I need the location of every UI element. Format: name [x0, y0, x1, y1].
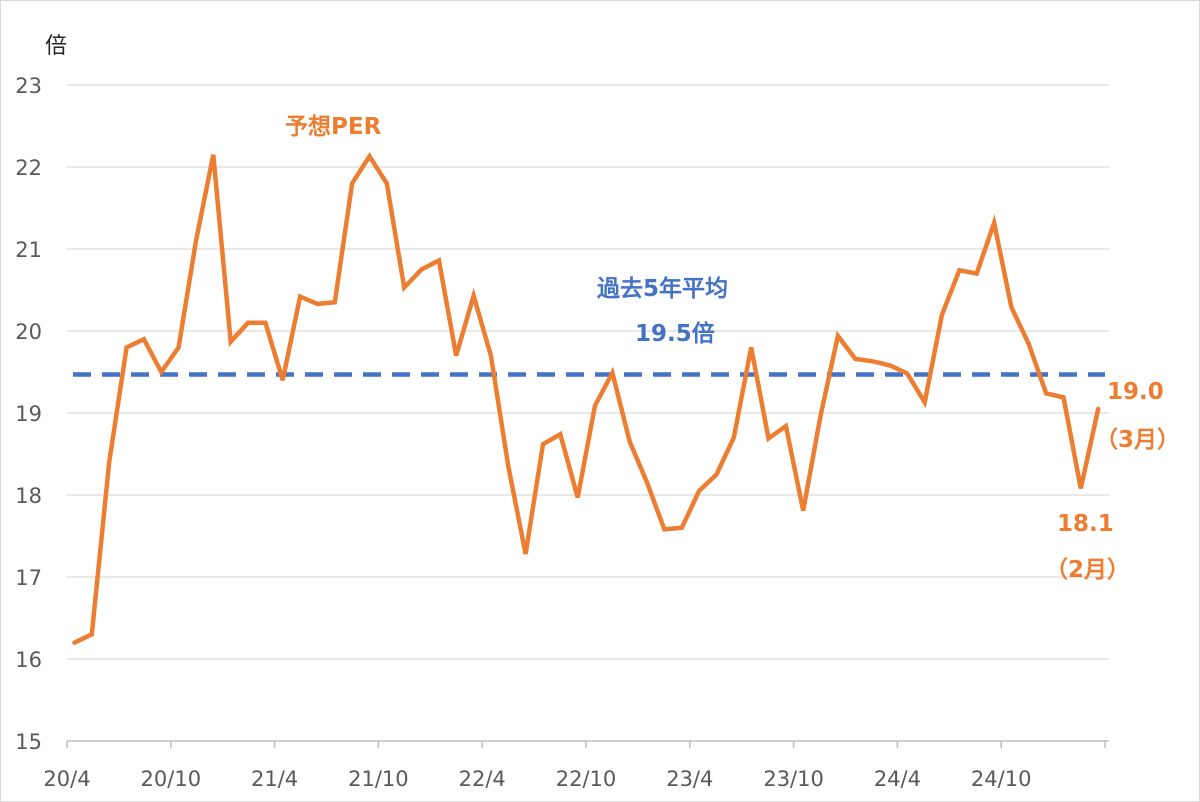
axes: [66, 740, 1109, 748]
last-value-label: 19.0: [1107, 379, 1164, 405]
x-tick-label-1: 20/10: [141, 767, 202, 791]
y-axis-unit-label: 倍: [45, 34, 67, 59]
x-tick-label-2: 21/4: [251, 767, 298, 791]
y-tick-label-23: 23: [15, 74, 42, 98]
x-tick-label-0: 20/4: [43, 767, 90, 791]
prev-month-label: （2月）: [1045, 556, 1130, 583]
y-tick-label-16: 16: [15, 648, 42, 672]
x-tick-label-3: 21/10: [348, 767, 409, 791]
prev-value-label: 18.1: [1057, 511, 1114, 537]
y-tick-label-22: 22: [15, 156, 42, 180]
per-series-layer: [72, 152, 1101, 645]
y-tick-label-19: 19: [15, 402, 42, 426]
x-tick-label-5: 22/10: [556, 767, 617, 791]
per-series-label: 予想PER: [285, 114, 382, 140]
x-tick-label-8: 24/4: [874, 767, 921, 791]
y-tick-label-20: 20: [15, 320, 42, 344]
average-label-line2: 19.5倍: [635, 320, 715, 347]
y-tick-label-17: 17: [15, 566, 42, 590]
y-tick-label-18: 18: [15, 484, 42, 508]
average-label-line1: 過去5年平均: [597, 275, 728, 302]
x-tick-label-6: 23/4: [666, 767, 713, 791]
last-month-label: （3月）: [1095, 426, 1180, 453]
y-tick-labels: 15 16 17 18 19 20 21 22 23: [15, 74, 42, 754]
gridlines: [67, 84, 1109, 660]
y-tick-label-15: 15: [15, 730, 42, 754]
per-series-line: [72, 152, 1101, 645]
y-tick-label-21: 21: [15, 238, 42, 262]
x-tick-label-7: 23/10: [763, 767, 824, 791]
x-tick-label-4: 22/4: [459, 767, 506, 791]
x-tick-label-9: 24/10: [971, 767, 1032, 791]
x-tick-labels: 20/4 20/10 21/4 21/10 22/4 22/10 23/4 23/10 24/4…: [43, 767, 1031, 791]
